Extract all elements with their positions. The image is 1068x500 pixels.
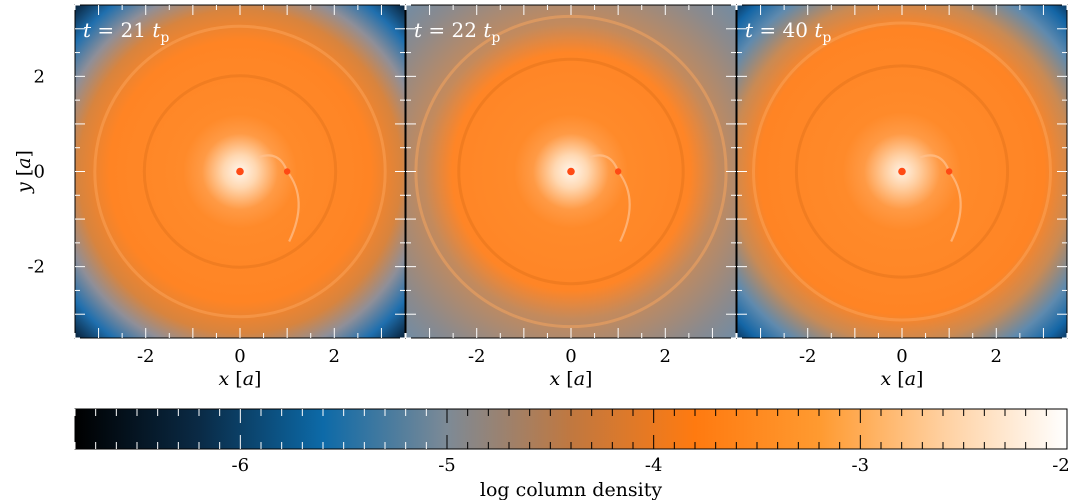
x-axis-label: x [a]: [550, 368, 593, 390]
x-tick-label: 0: [234, 346, 245, 367]
star-marker: [567, 167, 575, 176]
x-tick-label: -2: [468, 346, 486, 367]
planet-marker: [945, 168, 953, 175]
panel-3: -2 0 2 x [a] t = 40 tp: [736, 4, 1068, 390]
x-tick-label: -2: [137, 346, 155, 367]
colorbar-tick-label: -6: [232, 455, 250, 476]
panel-ticks: [405, 4, 737, 339]
x-tick-label: -2: [799, 346, 817, 367]
y-tick-label: -2: [27, 257, 45, 278]
colorbar-label: log column density: [480, 479, 663, 500]
y-tick-label: 0: [34, 162, 45, 183]
disk-ring: [457, 57, 685, 286]
panel-1: -2 0 2 x [a] -2 0 2 y [a] t = 21 tp: [13, 4, 406, 390]
x-tick-label: 2: [660, 346, 671, 367]
y-axis-label: y [a]: [13, 150, 35, 194]
x-tick-label: 0: [896, 346, 907, 367]
density-map: [75, 5, 405, 338]
colorbar: -6 -5 -4 -3 -2 log column density: [74, 408, 1068, 500]
density-map: [406, 5, 736, 338]
planet-marker: [283, 168, 291, 175]
colorbar-tick-label: -5: [438, 455, 456, 476]
star-marker: [236, 167, 244, 176]
colorbar-tick-label: -2: [1052, 455, 1068, 476]
disk-ring: [752, 21, 1052, 322]
panel-ticks: [74, 4, 406, 339]
time-label: t = 40 tp: [745, 18, 831, 46]
time-label: t = 21 tp: [83, 18, 169, 46]
colorbar-tick-label: -4: [645, 455, 663, 476]
disk-ring: [142, 74, 338, 269]
x-axis-label: x [a]: [881, 368, 924, 390]
colorbar-tick-label: -3: [852, 455, 870, 476]
x-tick-label: 2: [991, 346, 1002, 367]
planet-marker: [614, 168, 622, 175]
x-axis-label: x [a]: [219, 368, 262, 390]
density-map: [737, 5, 1067, 338]
x-tick-label: 0: [565, 346, 576, 367]
panel-ticks: [736, 4, 1068, 339]
panel-2: -2 0 2 x [a] t = 22 tp: [405, 4, 737, 390]
y-tick-label: 2: [34, 66, 45, 87]
disk-ring: [93, 24, 387, 319]
x-tick-label: 2: [329, 346, 340, 367]
time-label: t = 22 tp: [414, 18, 500, 46]
star-marker: [898, 167, 906, 176]
disk-ring: [794, 64, 1010, 279]
